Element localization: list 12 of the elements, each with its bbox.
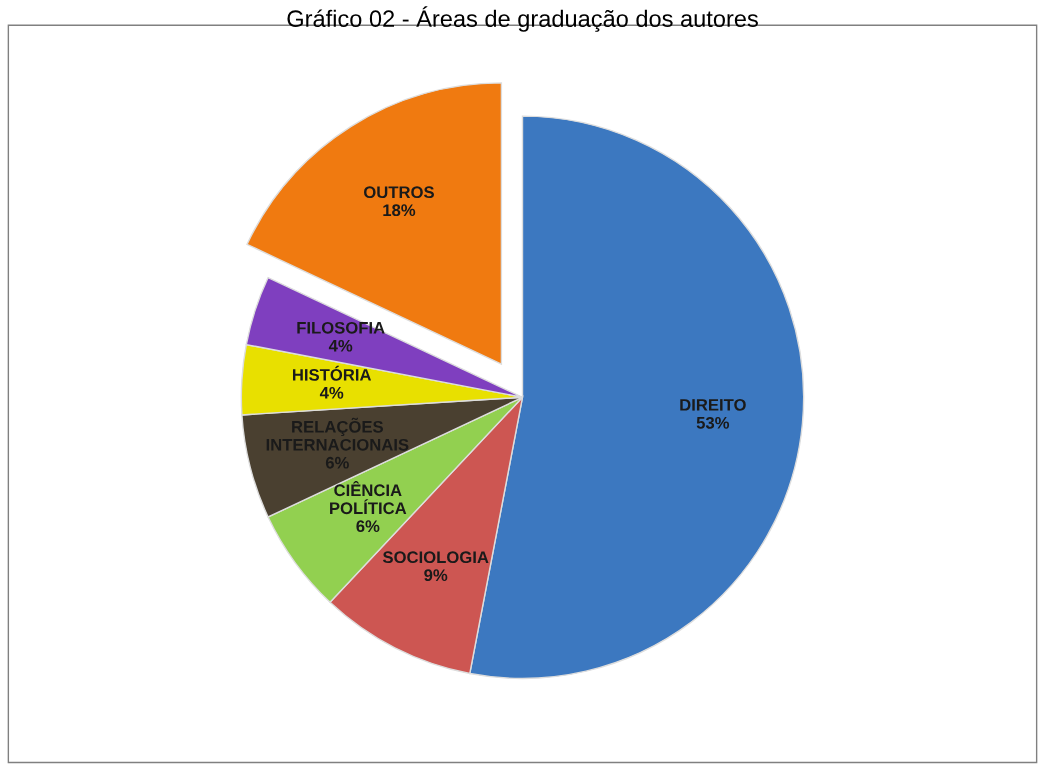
data-label: 4% (319, 386, 344, 399)
data-label: 4% (328, 339, 353, 352)
data-label: 53% (696, 416, 730, 429)
slice-label: OUTROS (364, 186, 434, 199)
slice-label: HISTÓRIA (292, 365, 372, 381)
slice-label: DIREITO (680, 398, 746, 411)
data-label: 6% (356, 520, 380, 533)
slice-label: CIÊNCIA POLÍTICA (330, 481, 407, 515)
slice-label: SOCIOLOGIA (382, 551, 489, 564)
data-label: 9% (424, 569, 448, 582)
data-label: 18% (383, 204, 416, 217)
chart-title: Gráfico 02 - Áreas de graduação dos autores (287, 6, 758, 32)
